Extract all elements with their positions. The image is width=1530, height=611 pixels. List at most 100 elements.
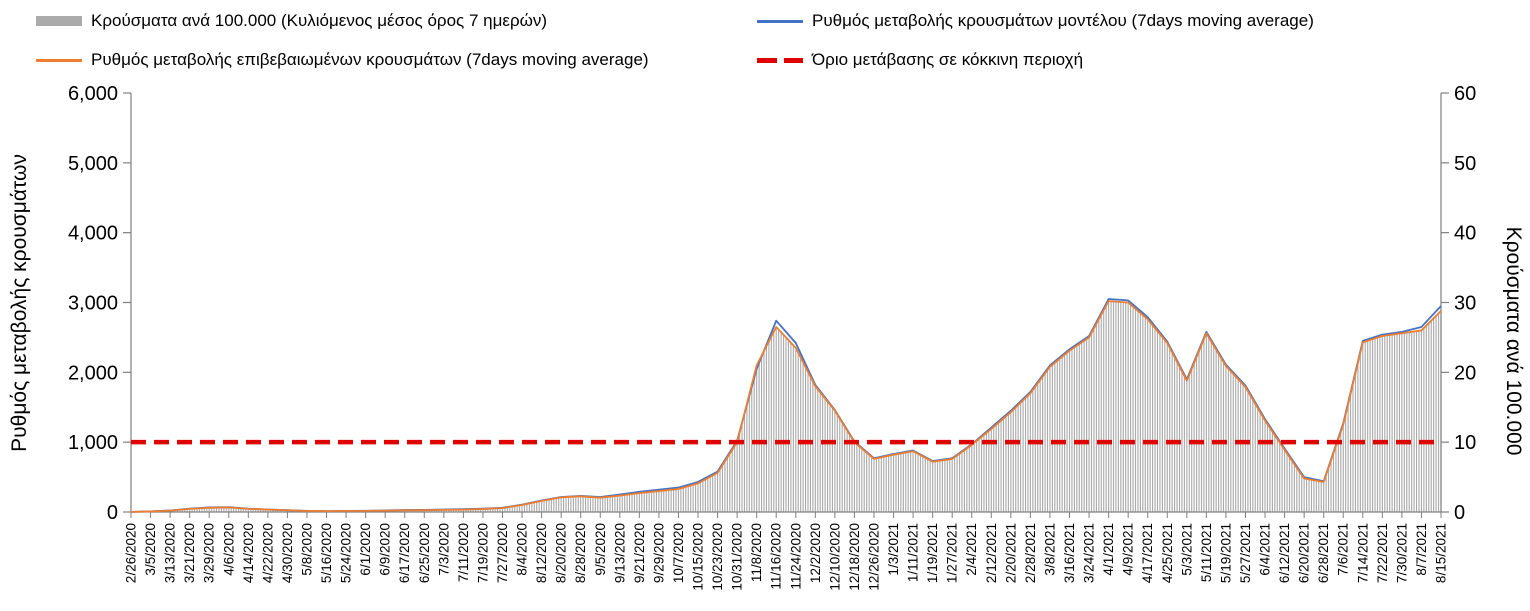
- svg-text:12/18/2020: 12/18/2020: [847, 523, 862, 591]
- svg-text:4/17/2021: 4/17/2021: [1140, 523, 1155, 583]
- svg-text:6/1/2020: 6/1/2020: [358, 523, 373, 576]
- chart-legend: Κρούσματα ανά 100.000 (Κυλιόμενος μέσος …: [0, 0, 1530, 86]
- svg-text:8/12/2020: 8/12/2020: [534, 523, 549, 583]
- svg-text:6/28/2021: 6/28/2021: [1316, 523, 1331, 583]
- confirmed-line: [130, 300, 1442, 513]
- svg-text:7/27/2020: 7/27/2020: [495, 523, 510, 583]
- svg-text:8/7/2021: 8/7/2021: [1414, 523, 1429, 576]
- svg-text:50: 50: [1454, 153, 1476, 175]
- svg-text:1,000: 1,000: [68, 432, 118, 454]
- svg-text:7/6/2021: 7/6/2021: [1336, 523, 1351, 576]
- svg-text:10/31/2020: 10/31/2020: [730, 523, 745, 591]
- svg-text:12/26/2020: 12/26/2020: [866, 523, 881, 591]
- legend-item-threshold: Όριο μετάβασης σε κόκκινη περιοχή: [757, 50, 1083, 70]
- svg-text:12/2/2020: 12/2/2020: [808, 523, 823, 583]
- svg-text:12/10/2020: 12/10/2020: [827, 523, 842, 591]
- svg-text:0: 0: [1454, 502, 1465, 524]
- svg-text:5/16/2020: 5/16/2020: [319, 523, 334, 583]
- svg-text:6/25/2020: 6/25/2020: [417, 523, 432, 583]
- svg-text:2/4/2021: 2/4/2021: [964, 523, 979, 576]
- svg-text:60: 60: [1454, 86, 1476, 105]
- y-axis-left: 0 1,000 2,000 3,000 4,000 5,000 6,000: [68, 86, 131, 524]
- svg-text:8/15/2021: 8/15/2021: [1434, 523, 1449, 583]
- svg-text:8/4/2020: 8/4/2020: [515, 523, 530, 576]
- svg-text:1/27/2021: 1/27/2021: [945, 523, 960, 583]
- svg-text:5/11/2021: 5/11/2021: [1199, 523, 1214, 582]
- svg-text:5/24/2020: 5/24/2020: [339, 523, 354, 583]
- svg-text:3/13/2020: 3/13/2020: [163, 523, 178, 583]
- bar-series-swatch: [36, 16, 82, 26]
- svg-text:2/28/2021: 2/28/2021: [1023, 523, 1038, 583]
- svg-text:7/22/2021: 7/22/2021: [1375, 523, 1390, 583]
- svg-text:4/25/2021: 4/25/2021: [1160, 523, 1175, 583]
- legend-item-confirmed-rate: Ρυθμός μεταβολής επιβεβαιωμένων κρουσμάτ…: [36, 50, 649, 70]
- svg-text:6/4/2021: 6/4/2021: [1258, 523, 1273, 576]
- svg-text:2/12/2021: 2/12/2021: [984, 523, 999, 583]
- svg-text:6/9/2020: 6/9/2020: [378, 523, 393, 576]
- legend-label-threshold: Όριο μετάβασης σε κόκκινη περιοχή: [812, 50, 1084, 69]
- svg-text:11/24/2020: 11/24/2020: [788, 523, 803, 590]
- threshold-dash: [783, 57, 803, 63]
- svg-text:5/19/2021: 5/19/2021: [1218, 523, 1233, 583]
- left-axis-title: Ρυθμός μεταβολής κρουσμάτων: [8, 154, 31, 452]
- svg-text:3/5/2020: 3/5/2020: [143, 523, 158, 576]
- svg-text:7/14/2021: 7/14/2021: [1355, 523, 1370, 583]
- y-axis-right: 0 10 20 30 40 50 60: [1441, 86, 1476, 524]
- svg-text:4/9/2021: 4/9/2021: [1121, 523, 1136, 576]
- confirmed-line-swatch: [36, 58, 82, 62]
- svg-text:2/26/2020: 2/26/2020: [124, 523, 139, 583]
- svg-text:4/6/2020: 4/6/2020: [221, 523, 236, 576]
- svg-text:8/28/2020: 8/28/2020: [573, 523, 588, 583]
- svg-text:20: 20: [1454, 362, 1476, 384]
- svg-text:3/8/2021: 3/8/2021: [1042, 523, 1057, 576]
- svg-text:9/13/2020: 9/13/2020: [612, 523, 627, 583]
- svg-text:5,000: 5,000: [68, 153, 118, 175]
- threshold-dash: [757, 57, 777, 63]
- svg-text:8/20/2020: 8/20/2020: [554, 523, 569, 583]
- threshold-dashed-swatch: [757, 57, 803, 63]
- svg-text:3,000: 3,000: [68, 293, 118, 315]
- svg-text:5/27/2021: 5/27/2021: [1238, 523, 1253, 583]
- svg-text:4/22/2020: 4/22/2020: [260, 523, 275, 583]
- svg-text:9/5/2020: 9/5/2020: [593, 523, 608, 576]
- svg-text:10: 10: [1454, 432, 1476, 454]
- svg-text:9/29/2020: 9/29/2020: [651, 523, 666, 583]
- svg-text:7/11/2020: 7/11/2020: [456, 523, 471, 582]
- svg-text:4/30/2020: 4/30/2020: [280, 523, 295, 583]
- right-axis-title: Κρούσματα ανά 100.000: [1502, 227, 1525, 456]
- svg-text:10/15/2020: 10/15/2020: [691, 523, 706, 591]
- legend-label-model-rate: Ρυθμός μεταβολής κρουσμάτων μοντέλου (7d…: [812, 11, 1314, 30]
- svg-text:10/7/2020: 10/7/2020: [671, 523, 686, 583]
- svg-text:4/14/2020: 4/14/2020: [241, 523, 256, 583]
- svg-text:0: 0: [107, 502, 118, 524]
- svg-text:1/11/2021: 1/11/2021: [906, 523, 921, 582]
- svg-text:3/24/2021: 3/24/2021: [1082, 523, 1097, 583]
- svg-text:7/19/2020: 7/19/2020: [475, 523, 490, 583]
- svg-text:6/20/2021: 6/20/2021: [1297, 523, 1312, 583]
- svg-text:6,000: 6,000: [68, 86, 118, 105]
- svg-text:2,000: 2,000: [68, 362, 118, 384]
- svg-text:5/3/2021: 5/3/2021: [1179, 523, 1194, 576]
- svg-text:4/1/2021: 4/1/2021: [1101, 523, 1116, 576]
- svg-text:4,000: 4,000: [68, 223, 118, 245]
- svg-text:3/29/2020: 3/29/2020: [202, 523, 217, 583]
- svg-text:11/8/2020: 11/8/2020: [749, 523, 764, 582]
- svg-text:1/3/2021: 1/3/2021: [886, 523, 901, 576]
- svg-text:6/12/2021: 6/12/2021: [1277, 523, 1292, 583]
- legend-label-cases-per-100k: Κρούσματα ανά 100.000 (Κυλιόμενος μέσος …: [91, 11, 548, 30]
- legend-item-model-rate: Ρυθμός μεταβολής κρουσμάτων μοντέλου (7d…: [757, 11, 1314, 31]
- legend-label-confirmed-rate: Ρυθμός μεταβολής επιβεβαιωμένων κρουσμάτ…: [91, 50, 649, 69]
- svg-text:1/19/2021: 1/19/2021: [925, 523, 940, 583]
- svg-text:3/21/2020: 3/21/2020: [182, 523, 197, 583]
- svg-text:11/16/2020: 11/16/2020: [769, 523, 784, 590]
- svg-text:7/30/2021: 7/30/2021: [1394, 523, 1409, 583]
- chart-svg: 0 1,000 2,000 3,000 4,000 5,000 6,000 0 10 20 30 40…: [8, 86, 1525, 591]
- svg-text:30: 30: [1454, 293, 1476, 315]
- svg-text:2/20/2021: 2/20/2021: [1003, 523, 1018, 583]
- svg-text:6/17/2020: 6/17/2020: [397, 523, 412, 583]
- svg-text:40: 40: [1454, 223, 1476, 245]
- model-line-swatch: [757, 19, 803, 23]
- legend-item-cases-per-100k: Κρούσματα ανά 100.000 (Κυλιόμενος μέσος …: [36, 11, 547, 31]
- svg-text:9/21/2020: 9/21/2020: [632, 523, 647, 583]
